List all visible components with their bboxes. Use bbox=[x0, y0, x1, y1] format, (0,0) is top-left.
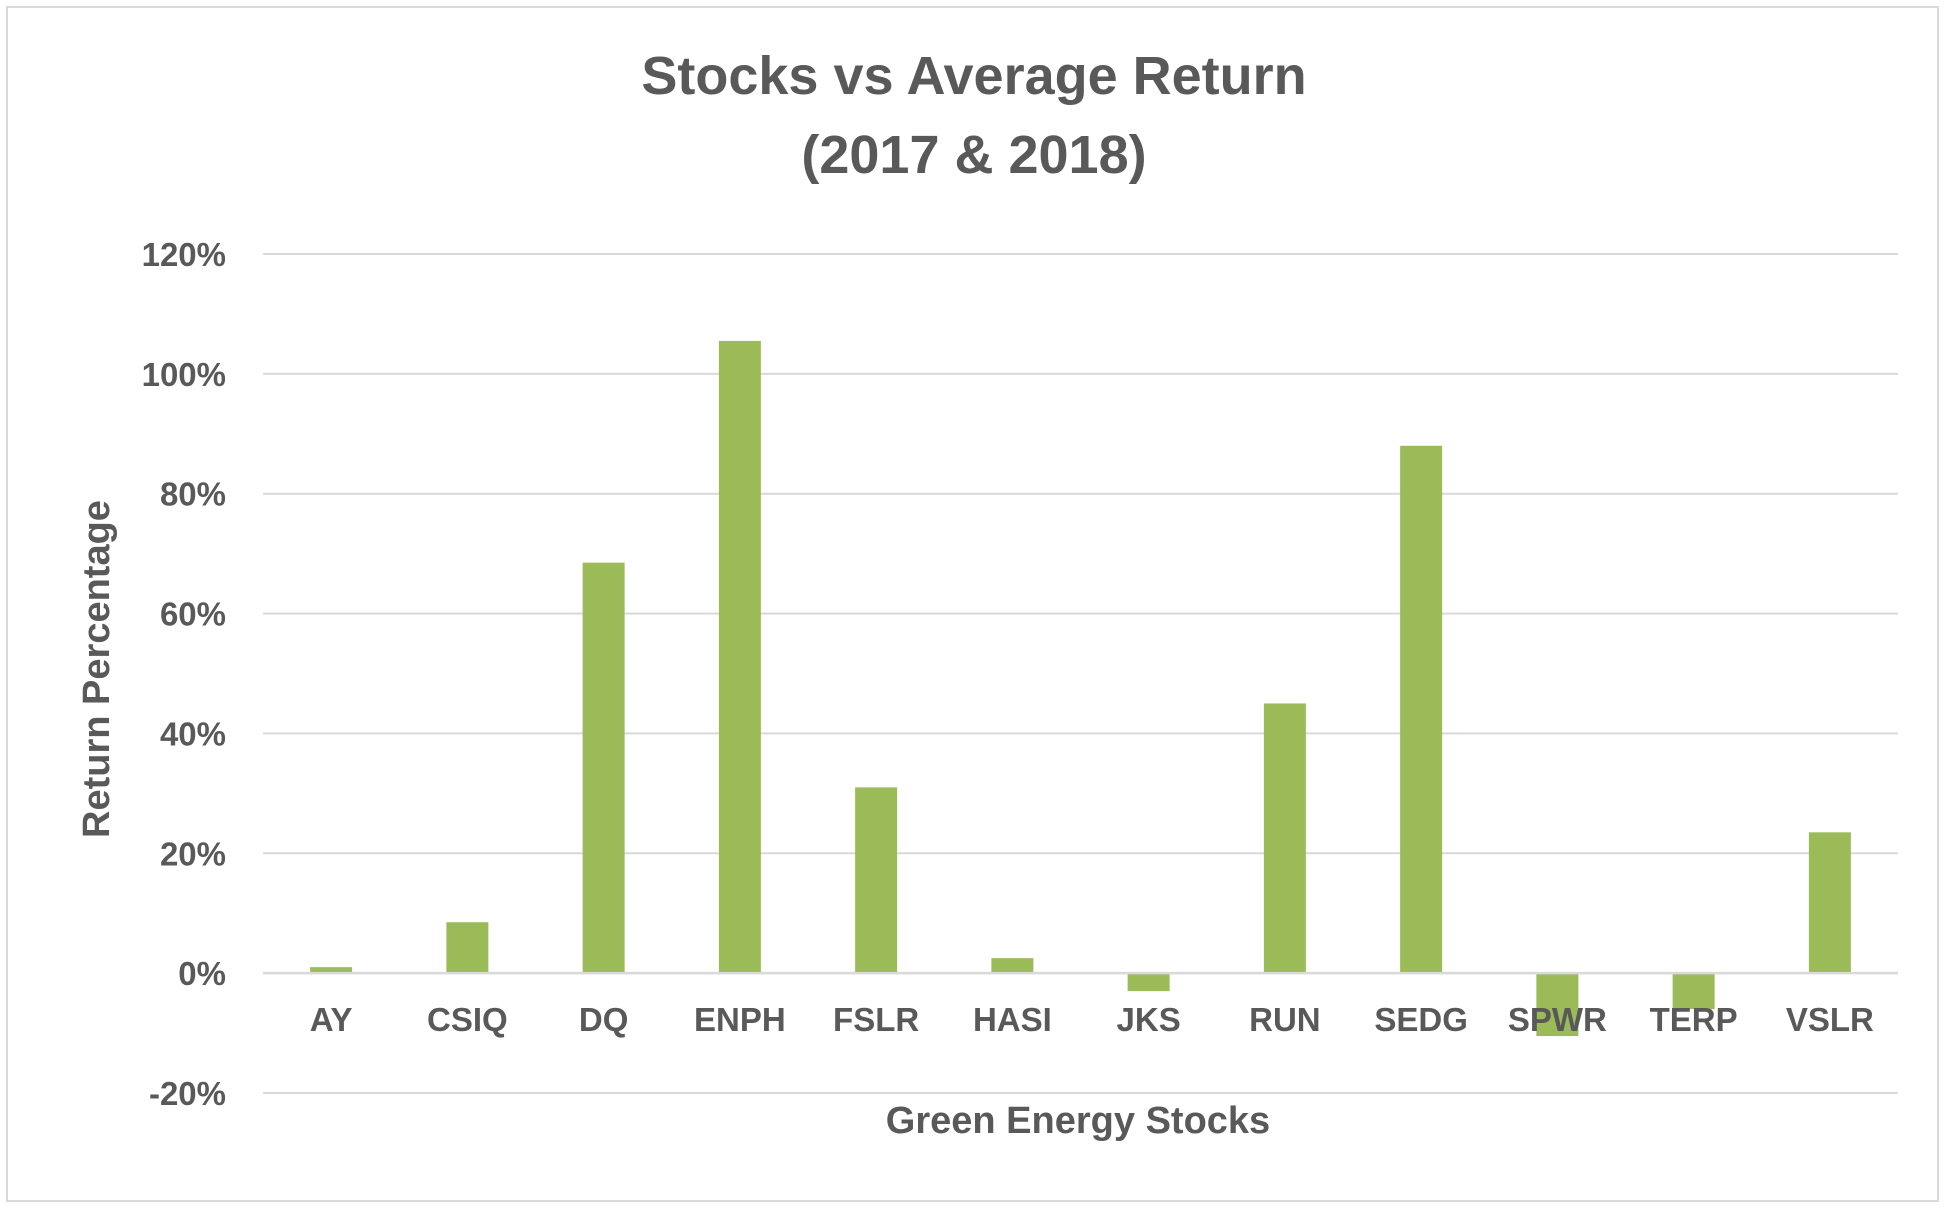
y-tick-label: 60% bbox=[160, 596, 226, 633]
bar-hasi bbox=[991, 958, 1034, 974]
x-tick-label: TERP bbox=[1650, 1001, 1738, 1038]
bar-dq bbox=[582, 562, 625, 974]
chart-svg: Stocks vs Average Return (2017 & 2018) -… bbox=[76, 46, 1898, 1142]
x-tick-label: HASI bbox=[973, 1001, 1052, 1038]
bar-sedg bbox=[1400, 445, 1443, 974]
chart-frame: Stocks vs Average Return (2017 & 2018) -… bbox=[6, 6, 1939, 1202]
y-axis-title: Return Percentage bbox=[76, 500, 118, 838]
bar-jks bbox=[1127, 973, 1170, 992]
chart-title-line-1: Stocks vs Average Return bbox=[641, 46, 1306, 106]
y-tick-label: 40% bbox=[160, 715, 226, 752]
y-tick-label: 80% bbox=[160, 476, 226, 513]
chart-title-line-2: (2017 & 2018) bbox=[801, 125, 1146, 185]
x-tick-label: VSLR bbox=[1786, 1001, 1874, 1038]
y-tick-label: -20% bbox=[149, 1075, 226, 1112]
x-tick-label: FSLR bbox=[833, 1001, 919, 1038]
x-tick-label: CSIQ bbox=[427, 1001, 508, 1038]
x-tick-label: JKS bbox=[1117, 1001, 1181, 1038]
bar-enph bbox=[718, 340, 761, 974]
x-tick-label: AY bbox=[310, 1001, 353, 1038]
gridlines bbox=[263, 253, 1898, 1094]
bar-terp bbox=[1672, 973, 1715, 1010]
y-axis-tick-labels: -20% 0% 20% 40% 60% 80% 100% 120% bbox=[142, 236, 226, 1112]
y-tick-label: 20% bbox=[160, 835, 226, 872]
x-tick-label: SEDG bbox=[1374, 1001, 1468, 1038]
bar-vslr bbox=[1808, 832, 1851, 974]
y-tick-label: 100% bbox=[142, 356, 226, 393]
x-tick-label: RUN bbox=[1249, 1001, 1321, 1038]
y-tick-label: 120% bbox=[142, 236, 226, 273]
bar-csiq bbox=[446, 922, 489, 974]
y-tick-label: 0% bbox=[178, 955, 226, 992]
bars bbox=[310, 340, 1851, 1037]
bar-spwr bbox=[1536, 973, 1579, 1037]
bar-ay bbox=[310, 967, 353, 974]
bar-run bbox=[1263, 703, 1306, 974]
x-tick-label: DQ bbox=[579, 1001, 629, 1038]
x-tick-label: SPWR bbox=[1508, 1001, 1607, 1038]
x-tick-label: ENPH bbox=[694, 1001, 786, 1038]
x-axis-tick-labels: AY CSIQ DQ ENPH FSLR HASI JKS RUN SEDG SPWR TERP VS… bbox=[310, 1001, 1874, 1038]
bar-fslr bbox=[855, 787, 898, 974]
x-axis-title: Green Energy Stocks bbox=[886, 1100, 1270, 1142]
